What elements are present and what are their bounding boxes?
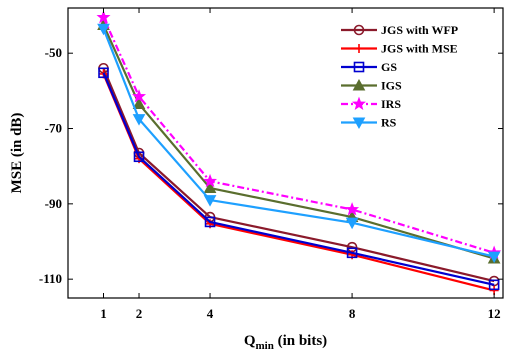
x-axis-label-main: Q xyxy=(244,333,256,349)
data-point xyxy=(97,23,110,36)
data-point xyxy=(346,247,358,259)
data-point xyxy=(98,67,109,79)
legend-marker xyxy=(352,96,366,110)
legend-label: IRS xyxy=(381,97,401,111)
legend-marker xyxy=(352,78,366,91)
data-point xyxy=(345,217,359,230)
series-gs xyxy=(98,67,500,291)
series-layer xyxy=(96,10,502,295)
x-tick-label: 1 xyxy=(100,306,107,321)
series-line xyxy=(102,28,495,258)
y-tick-label: -110 xyxy=(39,271,62,286)
legend-label: JGS with WFP xyxy=(381,23,458,37)
data-point xyxy=(133,151,145,163)
ticks-layer: 1 2 4 8 12-110-90-70-50 xyxy=(39,8,503,321)
y-tick-label: -50 xyxy=(45,45,62,60)
legend-label: RS xyxy=(381,116,397,130)
plot-frame xyxy=(67,7,504,299)
legend-item-jgs-with-wfp: JGS with WFP xyxy=(341,23,458,37)
legend-item-jgs-with-mse: JGS with MSE xyxy=(341,42,458,56)
legend-item-irs: IRS xyxy=(341,96,401,111)
data-point xyxy=(487,251,501,264)
x-tick-label: 12 xyxy=(488,306,501,321)
data-point xyxy=(96,10,111,24)
y-axis-label: MSE (in dB) xyxy=(9,113,25,194)
legend-marker xyxy=(353,61,365,73)
x-tick-label: 8 xyxy=(349,306,356,321)
legend-label: JGS with MSE xyxy=(381,42,458,56)
series-rs xyxy=(97,23,501,264)
x-axis-label-sub: min xyxy=(255,340,273,352)
series-line xyxy=(102,72,495,286)
x-tick-label: 2 xyxy=(136,306,143,321)
data-point xyxy=(132,89,147,103)
data-point xyxy=(204,216,216,228)
legend-marker xyxy=(353,24,365,36)
data-point xyxy=(203,173,218,188)
data-point xyxy=(132,97,146,110)
data-point xyxy=(203,181,217,194)
x-axis-label: Qmin (in bits) xyxy=(244,333,327,352)
data-point xyxy=(488,279,500,291)
legend-marker xyxy=(354,44,364,53)
legend-item-igs: IGS xyxy=(341,79,402,93)
legend-label: IGS xyxy=(381,79,402,93)
x-tick-label: 4 xyxy=(207,306,214,321)
series-line xyxy=(102,67,495,283)
y-tick-label: -90 xyxy=(45,196,62,211)
data-point xyxy=(132,114,146,126)
series-line xyxy=(102,73,495,292)
legend: JGS with WFP JGS with MSE GS IGS IRS RS xyxy=(341,23,458,130)
legend-label: GS xyxy=(381,60,397,74)
data-point xyxy=(203,195,217,207)
x-axis-label-suffix: (in bits) xyxy=(274,333,327,349)
legend-marker xyxy=(352,117,366,130)
series-jgs-with-mse xyxy=(99,69,499,295)
legend-item-gs: GS xyxy=(341,60,397,74)
data-point xyxy=(345,202,360,216)
y-tick-label: -70 xyxy=(45,121,62,136)
series-line xyxy=(102,24,495,260)
legend-item-rs: RS xyxy=(341,116,397,130)
